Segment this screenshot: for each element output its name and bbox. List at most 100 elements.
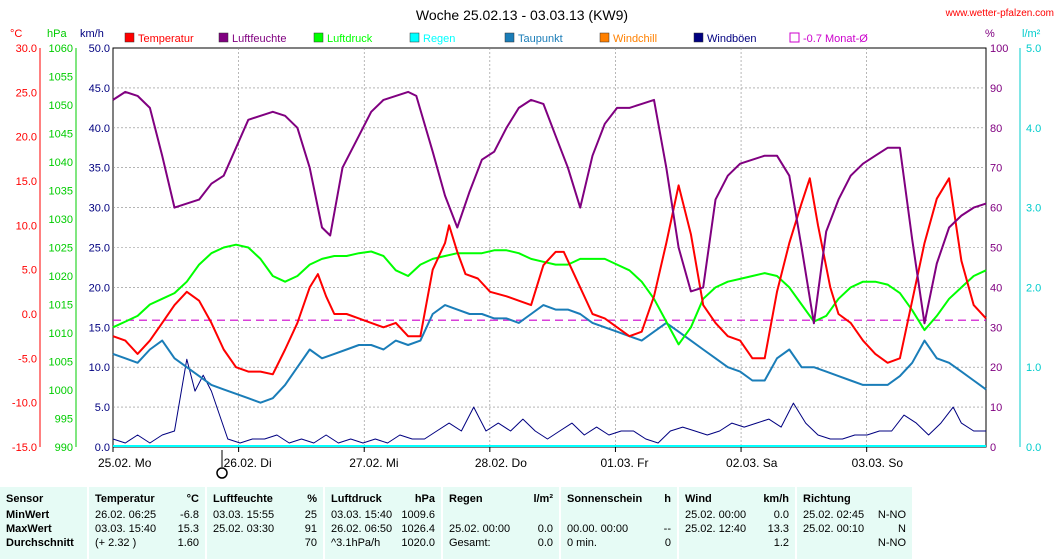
stat-column: Regen l/m² 25.02. 00:00 0.0 Gesamt: 0.0 <box>443 487 559 559</box>
wind-tick-label: 50.0 <box>89 43 110 55</box>
press-tick-label: 1005 <box>49 357 73 369</box>
stat-value: 1.2 <box>773 537 789 549</box>
legend-swatch <box>693 32 704 43</box>
legend-item: Windböen <box>693 32 757 45</box>
chart-axes: 30.0 25.0 20.0 15.0 10.0 5.0 0.0 -5.0 -10.0 -15.0… <box>12 43 1041 454</box>
stat-value: 1026.4 <box>401 523 435 535</box>
legend-swatch <box>789 32 800 43</box>
rain-unit-label: l/m² <box>1022 28 1041 40</box>
wind-tick-label: 0.0 <box>95 442 110 454</box>
hum-tick-label: 80 <box>990 123 1002 135</box>
press-tick-label: 1015 <box>49 300 73 312</box>
series-line-luftdruck <box>112 243 987 346</box>
temp-tick-label: 25.0 <box>16 87 37 99</box>
stat-header: Sensor <box>6 493 44 505</box>
hum-tick-label: 20 <box>990 362 1002 374</box>
temp-tick-label: 5.0 <box>22 265 37 277</box>
weather-week-chart: Woche 25.02.13 - 03.03.13 (KW9) www.wett… <box>10 7 1054 479</box>
stat-value: 0.0 <box>773 509 789 521</box>
rain-tick-label: 3.0 <box>1026 203 1041 215</box>
stat-unit: km/h <box>763 493 789 505</box>
temp-unit-label: °C <box>10 28 22 40</box>
temp-tick-label: 20.0 <box>16 132 37 144</box>
hum-tick-label: 0 <box>990 442 996 454</box>
rain-tick-label: 2.0 <box>1026 282 1041 294</box>
hum-tick-label: 60 <box>990 203 1002 215</box>
stat-cell: 00.00. 00:00 <box>567 523 629 535</box>
wind-tick-label: 45.0 <box>89 83 110 95</box>
stat-column: Wind km/h 25.02. 00:00 0.0 25.02. 12:40 13.3 1… <box>679 487 795 559</box>
hum-unit-label: % <box>985 28 995 40</box>
stat-cell: 25.02. 03:30 <box>213 523 275 535</box>
series-line-taupunkt <box>112 304 987 404</box>
temp-tick-label: -15.0 <box>12 442 37 454</box>
legend-item: Luftfeuchte <box>218 32 286 45</box>
press-tick-label: 1045 <box>49 129 73 141</box>
rain-tick-label: 1.0 <box>1026 362 1041 374</box>
legend-swatch <box>599 32 610 43</box>
stat-cell: MinWert <box>6 509 50 521</box>
stat-cell: 25.02. 00:00 <box>685 509 747 521</box>
legend-label: Luftfeuchte <box>232 33 286 45</box>
legend-label: Luftdruck <box>327 33 373 45</box>
stat-value: 1009.6 <box>401 509 435 521</box>
temp-tick-label: 30.0 <box>16 43 37 55</box>
stat-value: 91 <box>304 523 317 535</box>
stat-cell: 26.02. 06:25 <box>95 509 157 521</box>
temp-tick-label: 15.0 <box>16 176 37 188</box>
legend-label: Windchill <box>613 33 657 45</box>
x-axis-labels: 25.02. Mo 26.02. Di 27.02. Mi 28.02. Do 01.0… <box>98 447 904 479</box>
legend-item: Temperatur <box>124 32 194 45</box>
wind-tick-label: 15.0 <box>89 322 110 334</box>
stat-column: Luftfeuchte% 03.03. 15:55 25 25.02. 03:30 91… <box>207 487 323 559</box>
stat-value: N-NO <box>877 509 906 521</box>
stat-value: N <box>898 523 906 535</box>
stat-value: 0.0 <box>537 523 553 535</box>
press-tick-label: 1035 <box>49 186 73 198</box>
chart-legend: Temperatur Luftfeuchte Luftdruck Regen Taupu… <box>124 32 868 45</box>
hum-tick-label: 70 <box>990 163 1002 175</box>
hum-tick-label: 90 <box>990 83 1002 95</box>
stat-value: -- <box>663 523 671 535</box>
stat-header: Regen <box>449 493 483 505</box>
legend-item: Windchill <box>599 32 657 45</box>
hum-tick-label: 10 <box>990 402 1002 414</box>
stat-value: 1.60 <box>177 537 199 549</box>
stat-header: Wind <box>685 493 712 505</box>
hum-tick-label: 40 <box>990 282 1002 294</box>
press-tick-label: 1060 <box>49 43 73 55</box>
stat-unit: hPa <box>414 493 435 505</box>
stat-column: Luftdruck hPa 03.03. 15:40 1009.6 26.02. 06:… <box>325 487 441 559</box>
chart-title: Woche 25.02.13 - 03.03.13 (KW9) <box>416 7 628 23</box>
stat-cell: (+ 2.32 ) <box>95 537 137 549</box>
press-tick-label: 1010 <box>49 328 73 340</box>
wind-tick-label: 5.0 <box>95 402 110 414</box>
legend-label: -0.7 Monat-Ø <box>803 33 868 45</box>
stat-cell: 0 min. <box>567 537 597 549</box>
press-tick-label: 1000 <box>49 385 73 397</box>
legend-swatch <box>504 32 515 43</box>
press-tick-label: 1020 <box>49 271 73 283</box>
source-link[interactable]: www.wetter-pfalzen.com <box>945 8 1054 19</box>
day-label: 25.02. Mo <box>98 456 152 470</box>
stat-value: -6.8 <box>180 509 199 521</box>
temp-tick-label: -10.0 <box>12 398 37 410</box>
wind-unit-label: km/h <box>80 28 104 40</box>
press-tick-label: 1030 <box>49 214 73 226</box>
wind-tick-label: 35.0 <box>89 163 110 175</box>
rain-tick-label: 0.0 <box>1026 442 1041 454</box>
press-tick-label: 995 <box>55 414 73 426</box>
series-line-temperatur <box>112 177 987 376</box>
wind-tick-label: 20.0 <box>89 282 110 294</box>
day-label: 03.03. So <box>852 456 904 470</box>
chart-series <box>112 90 987 447</box>
press-tick-label: 1025 <box>49 243 73 255</box>
legend-swatch <box>124 32 135 43</box>
day-label: 02.03. Sa <box>726 456 778 470</box>
stat-header: Luftfeuchte <box>213 493 273 505</box>
press-unit-label: hPa <box>47 28 67 40</box>
series-line-windböen <box>112 358 986 444</box>
stat-cell: MaxWert <box>6 523 52 535</box>
day-label: 28.02. Do <box>475 456 527 470</box>
stat-cell: Durchschnitt <box>6 537 74 549</box>
